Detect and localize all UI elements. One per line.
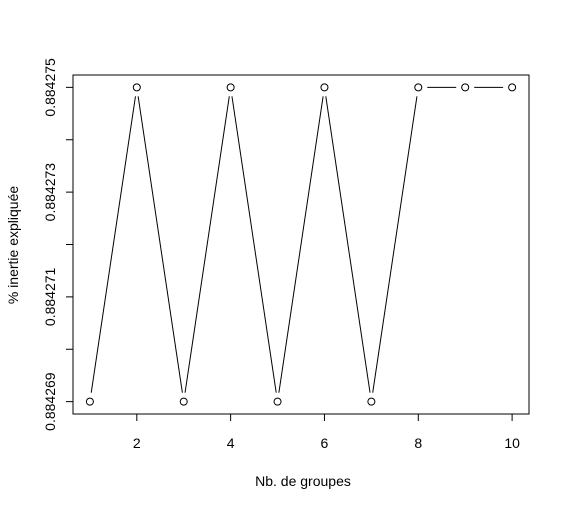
y-tick-label: 0.884271	[42, 267, 58, 326]
y-tick-label: 0.884269	[42, 372, 58, 431]
data-point	[273, 397, 282, 406]
y-tick-label: 0.884275	[42, 58, 58, 117]
series-line-segment	[325, 96, 371, 393]
x-tick-label: 4	[227, 435, 235, 451]
y-axis-title: % inertie expliquée	[5, 186, 21, 305]
x-tick-label: 10	[504, 435, 520, 451]
data-point	[226, 83, 235, 92]
data-point	[414, 83, 423, 92]
x-tick-label: 6	[321, 435, 329, 451]
y-tick-label: 0.884273	[42, 163, 58, 222]
data-point	[367, 397, 376, 406]
data-point	[179, 397, 188, 406]
data-point	[132, 83, 141, 92]
data-point	[320, 83, 329, 92]
x-axis-title: Nb. de groupes	[255, 473, 351, 489]
series-line-segment	[231, 96, 277, 393]
series-line-segment	[90, 96, 136, 393]
series-layer	[85, 83, 517, 406]
series-line-segment	[372, 96, 418, 393]
series-line-segment	[278, 96, 324, 393]
data-point	[508, 83, 517, 92]
x-tick-label: 8	[414, 435, 422, 451]
x-tick-label: 2	[133, 435, 141, 451]
series-line-segment	[137, 96, 183, 393]
series-line-segment	[184, 96, 230, 393]
y-axis: 0.884269 0.884271 0.884273 0.884275	[42, 58, 74, 431]
data-point	[85, 397, 94, 406]
data-point	[461, 83, 470, 92]
x-axis: 2 4 6 8 10	[133, 413, 520, 451]
